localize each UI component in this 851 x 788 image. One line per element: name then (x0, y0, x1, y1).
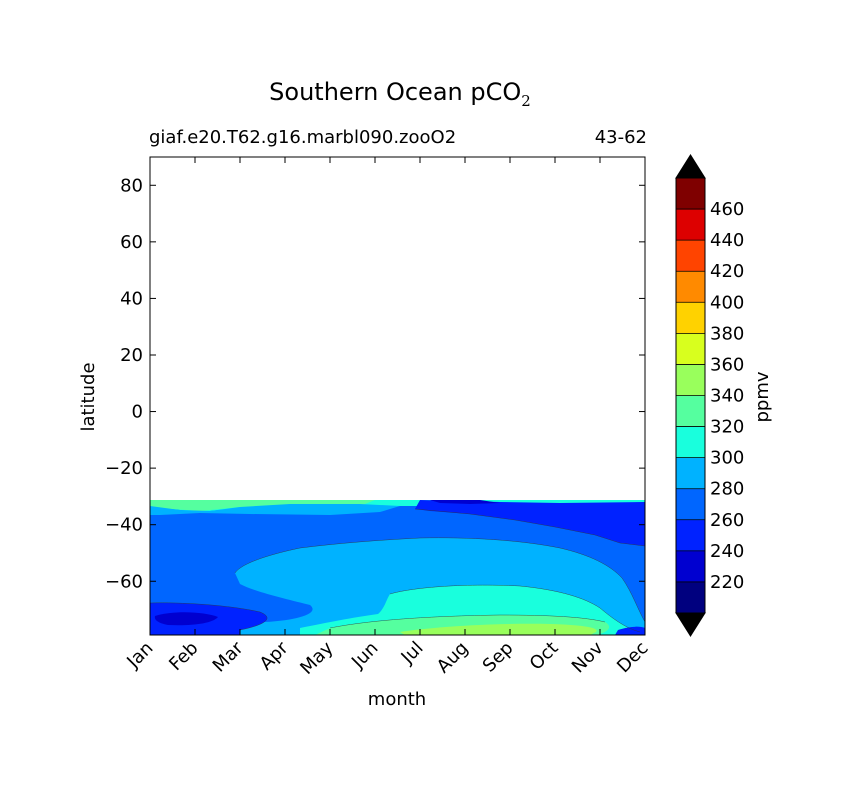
colorbar-band (676, 426, 705, 458)
chart-title: Southern Ocean pCO2 (0, 78, 800, 110)
colorbar-tick-label: 240 (710, 541, 744, 562)
x-tick-label: Feb (165, 638, 202, 675)
colorbar-extend-max (675, 154, 706, 179)
colorbar-tick-label: 400 (710, 292, 744, 313)
y-tick-label: −20 (105, 458, 143, 479)
y-tick-label: −60 (105, 571, 143, 592)
chart-title-subscript: 2 (521, 91, 531, 110)
colorbar-tick-label: 340 (710, 386, 744, 407)
colorbar-tick-label: 440 (710, 230, 744, 251)
y-axis: 80 60 40 20 0 −20 −40 −60 (105, 175, 645, 592)
colorbar: 220 240 260 280 300 320 340 360 380 400 420 440 460 (675, 154, 744, 637)
subtitle-left: giaf.e20.T62.g16.marbl090.zooO2 (149, 127, 457, 148)
x-tick-label: Mar (209, 637, 248, 676)
x-tick-label: Dec (613, 638, 652, 677)
y-tick-label: 60 (120, 232, 143, 253)
x-tick-label: Apr (256, 637, 293, 674)
colorbar-band (676, 240, 705, 272)
contour-340-north-edge (150, 500, 375, 511)
colorbar-tick-label: 360 (710, 354, 744, 375)
contour-280-north-edge (150, 504, 400, 515)
y-tick-label: 40 (120, 288, 143, 309)
contour-340-south-max (400, 623, 597, 635)
y-tick-label: 0 (132, 402, 143, 423)
x-tick-label: Jun (347, 638, 382, 673)
contour-220-northeast (430, 500, 500, 504)
contour-240-northeast (415, 500, 645, 546)
y-tick-label: −40 (105, 515, 143, 536)
colorbar-tick-label: 300 (710, 448, 744, 469)
colorbar-band (676, 550, 705, 583)
subtitle-right: 43-62 (594, 127, 647, 148)
colorbar-band (676, 488, 705, 521)
colorbar-tick-label: 260 (710, 510, 744, 531)
contour-lines (150, 508, 645, 633)
colorbar-band (676, 581, 705, 614)
colorbar-band (676, 302, 705, 334)
colorbar-tick-label: 280 (710, 479, 744, 500)
colorbar-tick-label: 380 (710, 323, 744, 344)
x-axis-label: month (368, 689, 426, 710)
x-tick-label: Jul (397, 638, 428, 669)
colorbar-tick-label: 420 (710, 261, 744, 282)
chart-title-text: Southern Ocean pCO (269, 78, 522, 106)
colorbar-tick-label: 320 (710, 417, 744, 438)
colorbar-band (676, 178, 705, 210)
colorbar-band (676, 209, 705, 241)
x-tick-label: Sep (479, 638, 518, 677)
y-axis-label: latitude (78, 362, 99, 431)
colorbar-band (676, 519, 705, 552)
colorbar-band (676, 364, 705, 396)
x-tick-label: Jan (122, 638, 157, 673)
contour-220-southwest (154, 612, 218, 626)
x-tick-label: Oct (526, 638, 563, 675)
plot-frame (149, 156, 646, 636)
contour-240-southeast (615, 626, 645, 635)
x-tick-label: Nov (568, 637, 608, 677)
colorbar-extend-min (675, 612, 706, 637)
y-tick-label: 20 (120, 345, 143, 366)
colorbar-band (676, 271, 705, 303)
contour-fill (150, 500, 645, 635)
colorbar-tick-label: 460 (710, 199, 744, 220)
y-tick-label: 80 (120, 175, 143, 196)
colorbar-label: ppmv (752, 371, 773, 422)
colorbar-band (676, 457, 705, 490)
colorbar-tick-label: 220 (710, 572, 744, 593)
colorbar-band (676, 333, 705, 365)
x-tick-label: Aug (433, 638, 473, 678)
colorbar-band (676, 395, 705, 427)
x-tick-label: May (296, 637, 337, 678)
